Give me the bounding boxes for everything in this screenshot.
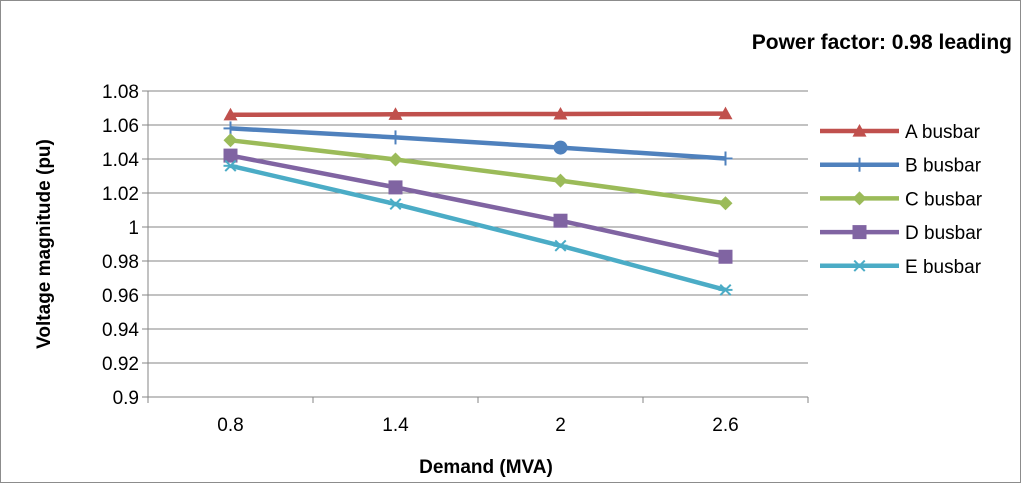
marker-shape <box>223 148 238 163</box>
y-tick-label: 0.98 <box>102 252 139 273</box>
y-tick-label: 0.94 <box>102 320 139 341</box>
series-line <box>230 126 726 161</box>
marker-shape <box>388 152 403 167</box>
y-tick-label: 1.06 <box>102 116 139 137</box>
data-point <box>718 106 733 120</box>
legend-label: B busbar <box>905 156 982 177</box>
series-a-busbar <box>223 106 733 121</box>
data-point <box>718 196 733 211</box>
y-tick-labels: 0.9 0.92 0.94 0.96 0.98 1 1.02 1.04 1.06 1.08 <box>102 82 139 409</box>
legend-label: D busbar <box>905 223 983 244</box>
data-point <box>553 173 568 188</box>
data-point <box>223 133 238 148</box>
x-tick-label: 0.8 <box>217 415 243 436</box>
legend-marker <box>852 259 867 272</box>
grid-lines <box>142 90 808 398</box>
data-point <box>718 151 733 166</box>
data-point <box>388 107 403 120</box>
series-c-busbar <box>223 133 733 211</box>
marker-shape <box>388 107 403 120</box>
data-point <box>553 239 568 252</box>
marker-shape <box>719 283 732 296</box>
legend-marker <box>852 225 867 240</box>
y-tick-label: 1.02 <box>102 184 139 205</box>
marker-shape <box>223 133 238 148</box>
legend-marker <box>852 124 867 137</box>
series-line <box>230 153 726 259</box>
data-point <box>223 107 238 121</box>
legend-label: A busbar <box>905 122 981 143</box>
data-point <box>223 121 238 136</box>
data-point <box>553 213 568 228</box>
y-tick-label: 0.92 <box>102 354 139 375</box>
marker-shape <box>718 106 733 120</box>
data-point <box>388 180 403 195</box>
marker-shape <box>553 213 568 228</box>
marker-shape <box>389 198 402 211</box>
data-point <box>223 159 238 172</box>
data-point <box>718 283 733 296</box>
data-point <box>388 198 403 211</box>
marker-shape <box>553 173 568 188</box>
legend-entry: E busbar <box>820 257 982 278</box>
marker-shape <box>388 180 403 195</box>
marker-shape <box>223 107 238 121</box>
data-point <box>388 152 403 167</box>
data-point <box>223 148 238 163</box>
y-tick-label: 1 <box>128 218 139 239</box>
data-point <box>553 106 568 120</box>
series-line <box>230 111 726 118</box>
y-tick-label: 1.04 <box>102 150 139 171</box>
legend-entry: B busbar <box>820 156 982 177</box>
legend: A busbar B busbar C busbar D busbar E busbar <box>820 122 983 278</box>
y-axis-title: Voltage magnitude (pu) <box>34 139 55 349</box>
marker-shape <box>554 239 567 252</box>
data-point <box>553 140 568 155</box>
marker-shape <box>852 124 867 137</box>
marker-shape <box>224 159 237 172</box>
series-group <box>223 106 733 296</box>
y-tick-label: 0.96 <box>102 286 139 307</box>
legend-label: E busbar <box>905 257 982 278</box>
legend-entry: C busbar <box>820 189 983 210</box>
marker-shape <box>852 225 867 240</box>
marker-shape <box>718 249 733 264</box>
y-tick-label: 0.9 <box>113 388 139 409</box>
legend-entry: A busbar <box>820 122 981 143</box>
x-tick-label: 2.6 <box>712 415 738 436</box>
legend-entry: D busbar <box>820 223 983 244</box>
marker-shape <box>853 259 866 272</box>
data-point <box>718 249 733 264</box>
marker-shape <box>718 196 733 211</box>
data-point <box>388 130 403 145</box>
legend-label: C busbar <box>905 189 983 210</box>
marker-shape <box>553 106 568 120</box>
marker-shape <box>852 191 867 206</box>
x-tick-label: 2 <box>555 415 566 436</box>
legend-marker <box>852 191 867 206</box>
series-d-busbar <box>223 148 733 264</box>
x-tick-labels: 0.8 1.4 2 2.6 <box>217 415 738 436</box>
legend-marker <box>852 157 867 172</box>
series-line <box>229 163 727 293</box>
series-line <box>230 138 726 206</box>
x-tick-label: 1.4 <box>382 415 409 436</box>
marker-shape <box>553 140 568 155</box>
series-b-busbar <box>223 121 733 166</box>
y-tick-label: 1.08 <box>102 82 139 103</box>
chart-title: Power factor: 0.98 leading <box>752 31 1012 54</box>
axes <box>147 91 809 403</box>
x-axis-title: Demand (MVA) <box>419 457 553 478</box>
series-e-busbar <box>223 159 733 296</box>
